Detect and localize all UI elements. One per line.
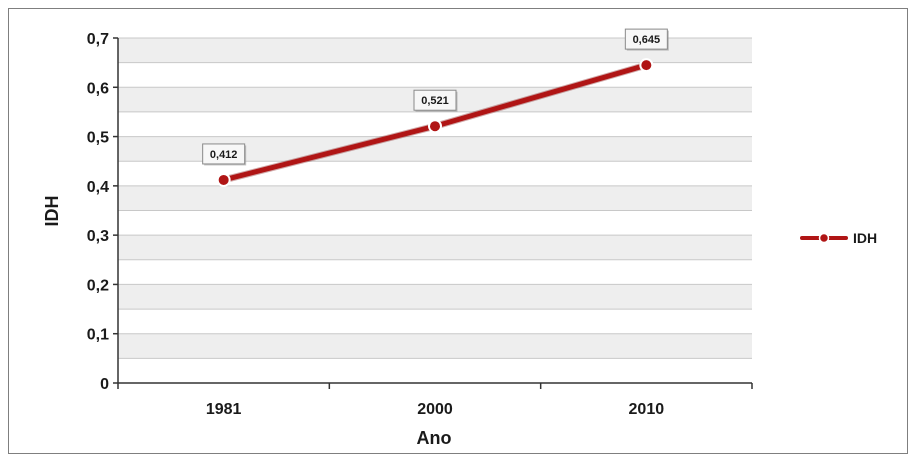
legend-marker xyxy=(818,232,830,244)
data-point xyxy=(216,172,231,187)
data-point xyxy=(639,58,654,73)
x-axis-title: Ano xyxy=(417,428,452,448)
plot-band xyxy=(118,185,752,211)
data-label: 0,521 xyxy=(421,95,449,107)
data-label: 0,412 xyxy=(210,149,238,161)
y-tick-label: 0 xyxy=(100,376,109,393)
legend-label-idh: IDH xyxy=(853,230,877,246)
x-tick-label: 2000 xyxy=(417,401,453,418)
y-axis-title: IDH xyxy=(42,196,62,227)
plot-bands xyxy=(118,38,752,359)
x-tick-label: 1981 xyxy=(206,401,242,418)
data-label-box xyxy=(202,143,246,165)
y-tick-label: 0,1 xyxy=(87,327,109,344)
y-axis-ticks: 0 0,1 0,2 0,3 0,4 0,5 0,6 0,7 xyxy=(87,31,118,393)
data-labels: 0,412 0,521 0,645 xyxy=(202,28,669,166)
legend: IDH xyxy=(800,230,877,246)
y-tick-label: 0,3 xyxy=(87,228,109,245)
plot-band xyxy=(118,333,752,359)
data-label-box xyxy=(413,89,457,111)
data-point xyxy=(428,119,442,134)
series-idh xyxy=(216,58,654,187)
y-tick-label: 0,7 xyxy=(87,31,109,48)
plot-band xyxy=(118,235,752,260)
y-tick-label: 0,2 xyxy=(87,277,109,294)
axes xyxy=(117,38,752,384)
data-label-box xyxy=(624,28,668,50)
y-tick-label: 0,4 xyxy=(87,179,109,196)
chart-frame xyxy=(8,8,908,454)
x-tick-label: 2010 xyxy=(629,401,665,418)
data-label: 0,645 xyxy=(633,34,661,46)
x-axis-ticks: 1981 2000 2010 xyxy=(117,383,753,418)
y-tick-label: 0,6 xyxy=(87,80,109,97)
plot-band xyxy=(118,284,752,310)
y-tick-label: 0,5 xyxy=(87,130,109,147)
